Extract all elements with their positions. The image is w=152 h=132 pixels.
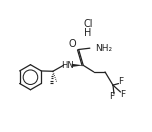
Text: Cl: Cl [84,19,93,29]
Text: F: F [118,77,123,86]
Polygon shape [72,64,83,67]
Text: O: O [68,39,76,49]
Text: H: H [84,28,91,38]
Text: F: F [120,90,125,99]
Text: NH₂: NH₂ [95,44,112,53]
Text: HN: HN [61,61,74,70]
Text: F: F [109,92,114,101]
